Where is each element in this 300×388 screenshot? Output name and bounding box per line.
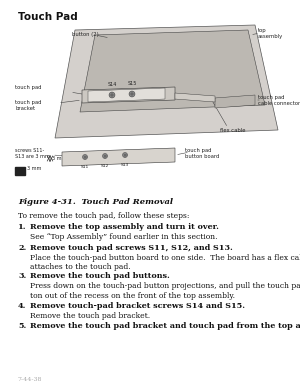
Text: S15: S15 [127,81,137,86]
Text: 3 mm: 3 mm [27,166,41,171]
Text: 4.: 4. [18,301,26,310]
Text: touch pad
cable connector: touch pad cable connector [258,95,300,106]
Text: S12: S12 [101,164,109,168]
Circle shape [82,154,88,159]
Text: Remove touch pad screws S11, S12, and S13.: Remove touch pad screws S11, S12, and S1… [30,244,233,251]
Circle shape [109,92,115,98]
Text: 7-44-38: 7-44-38 [18,377,43,382]
Text: top
assembly: top assembly [258,28,283,39]
Text: Press down on the touch-pad button projections, and pull the touch pad but-
ton : Press down on the touch-pad button proje… [30,282,300,300]
Circle shape [122,152,128,158]
Text: Place the touch-pad button board to one side.  The board has a flex cable that
a: Place the touch-pad button board to one … [30,253,300,271]
Text: Remove the touch pad bracket and touch pad from the top assembly.: Remove the touch pad bracket and touch p… [30,322,300,330]
Text: touch pad
bracket: touch pad bracket [15,100,41,111]
Text: 1.: 1. [18,223,26,231]
Text: To remove the touch pad, follow these steps:: To remove the touch pad, follow these st… [18,212,190,220]
Polygon shape [80,30,265,112]
Text: 2.: 2. [18,244,26,251]
Text: S14: S14 [107,82,117,87]
Text: 3.: 3. [18,272,26,281]
Text: 3 mm: 3 mm [52,156,66,161]
Text: flex cable: flex cable [220,128,245,133]
Polygon shape [215,95,255,108]
Text: touch pad: touch pad [15,85,41,90]
Text: 5.: 5. [18,322,26,330]
Circle shape [129,91,135,97]
Text: Remove the touch pad buttons.: Remove the touch pad buttons. [30,272,170,281]
Text: Touch Pad: Touch Pad [18,12,78,22]
Text: Remove touch-pad bracket screws S14 and S15.: Remove touch-pad bracket screws S14 and … [30,301,245,310]
Circle shape [103,154,107,159]
Polygon shape [55,25,278,138]
Polygon shape [175,93,215,102]
Polygon shape [88,88,165,102]
Text: button (2): button (2) [72,32,99,37]
Text: Remove the top assembly and turn it over.: Remove the top assembly and turn it over… [30,223,219,231]
Text: Remove the touch pad bracket.: Remove the touch pad bracket. [30,312,150,319]
Text: screws S11-
S13 are 3 mm: screws S11- S13 are 3 mm [15,148,50,159]
Polygon shape [62,148,175,166]
Polygon shape [82,87,175,103]
Text: S13: S13 [121,163,129,167]
Text: Figure 4-31.  Touch Pad Removal: Figure 4-31. Touch Pad Removal [18,198,173,206]
Text: S11: S11 [81,165,89,169]
Bar [15,167,25,175]
Text: See “Top Assembly” found earlier in this section.: See “Top Assembly” found earlier in this… [30,233,218,241]
Text: touch pad
button board: touch pad button board [185,148,219,159]
